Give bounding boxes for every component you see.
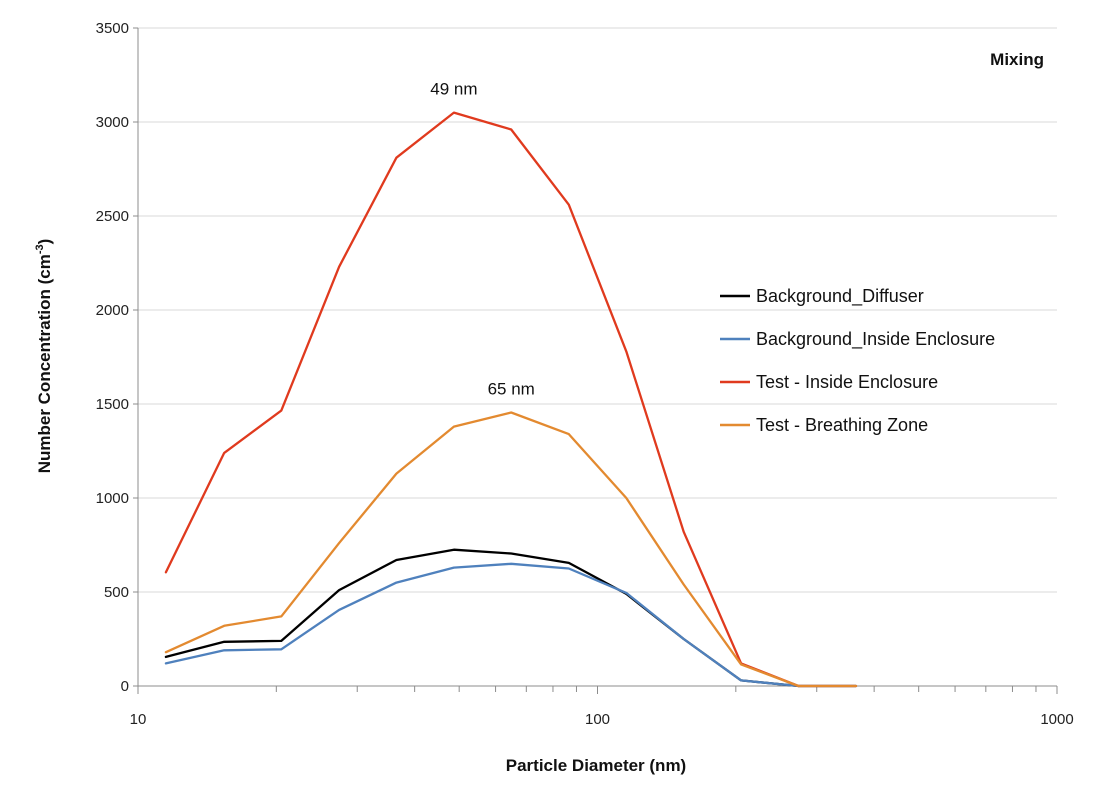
- x-axis-title: Particle Diameter (nm): [506, 756, 686, 775]
- y-axis-title: Number Concentration (cm-3): [34, 239, 54, 474]
- series-line-3: [164, 111, 858, 688]
- annotations: 49 nm 65 nm: [430, 80, 535, 399]
- y-tick-label: 1000: [96, 490, 129, 507]
- series-line-4: [164, 411, 858, 688]
- y-tick-label: 2500: [96, 208, 129, 225]
- grid-lines: [138, 27, 1057, 593]
- y-tick-label: 0: [121, 678, 129, 695]
- legend-label: Test - Inside Enclosure: [756, 372, 938, 392]
- legend-label: Test - Breathing Zone: [756, 415, 928, 435]
- y-axis-title-superscript: -3: [34, 244, 46, 254]
- x-tick-label: 100: [585, 711, 610, 728]
- y-axis-title-main: Number Concentration (cm: [35, 254, 54, 473]
- y-tick-label: 3500: [96, 20, 129, 37]
- peak-annotation: 65 nm: [488, 379, 535, 398]
- legend: Background_Diffuser Background_Inside Enc…: [720, 286, 995, 435]
- series-line-2: [164, 562, 858, 688]
- y-tick-label: 2000: [96, 302, 129, 319]
- x-tick-label: 1000: [1040, 711, 1073, 728]
- legend-label: Background_Diffuser: [756, 286, 924, 307]
- chart-title: Mixing: [990, 50, 1044, 69]
- series-lines: [164, 111, 858, 688]
- y-tick-label: 500: [104, 584, 129, 601]
- legend-label: Background_Inside Enclosure: [756, 329, 995, 350]
- y-tick-label: 3000: [96, 114, 129, 131]
- peak-annotation: 49 nm: [430, 80, 477, 99]
- axes: 0 500 1000 1500 2000 2500 3000 3500 10 100 1000: [96, 20, 1074, 728]
- y-axis-title-close: ): [35, 239, 54, 245]
- y-tick-label: 1500: [96, 396, 129, 413]
- x-tick-label: 10: [130, 711, 147, 728]
